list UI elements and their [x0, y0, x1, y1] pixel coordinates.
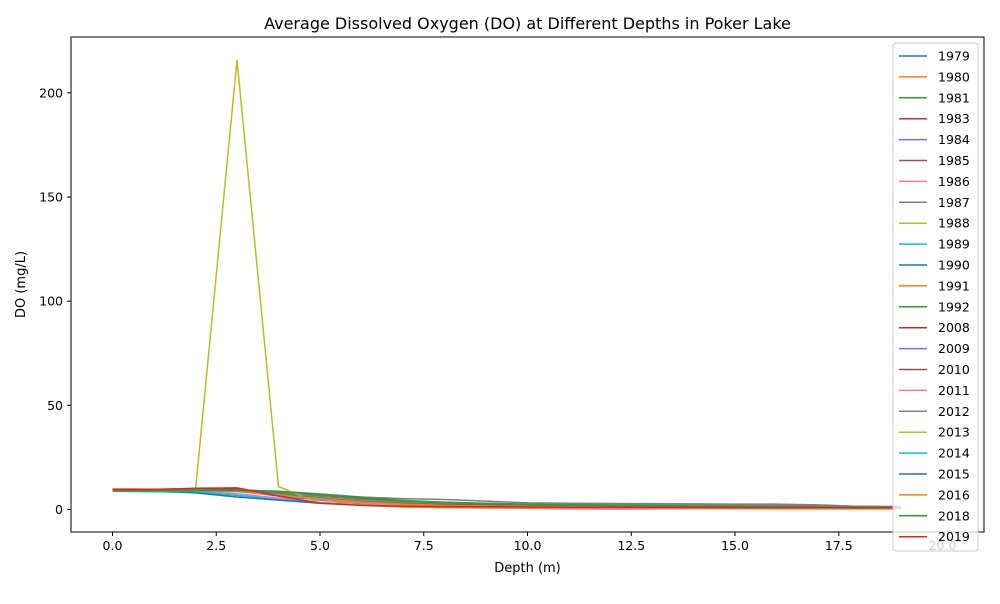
legend-label-2015: 2015: [938, 467, 970, 482]
x-tick-label: 5.0: [310, 538, 330, 553]
x-tick-label: 12.5: [617, 538, 645, 553]
legend-label-2012: 2012: [938, 404, 970, 419]
legend-label-2010: 2010: [938, 362, 970, 377]
legend-label-1981: 1981: [938, 90, 970, 105]
chart-title: Average Dissolved Oxygen (DO) at Differe…: [264, 14, 791, 33]
y-tick-label: 100: [39, 294, 63, 309]
y-axis-label: DO (mg/L): [14, 251, 29, 318]
legend-label-2011: 2011: [938, 383, 970, 398]
legend-label-1983: 1983: [938, 111, 970, 126]
legend-label-2016: 2016: [938, 487, 970, 502]
legend-label-1992: 1992: [938, 299, 970, 314]
x-tick-label: 7.5: [414, 538, 434, 553]
x-axis-label: Depth (m): [494, 561, 561, 576]
x-tick-label: 0.0: [103, 538, 123, 553]
y-tick-label: 200: [39, 85, 63, 100]
legend-label-1988: 1988: [938, 216, 970, 231]
legend-label-1991: 1991: [938, 278, 970, 293]
x-tick-label: 10.0: [514, 538, 542, 553]
series-line-2019: [112, 487, 901, 509]
series-line-2018: [112, 489, 902, 509]
plot-frame: [70, 36, 985, 533]
legend-label-1979: 1979: [938, 49, 970, 64]
legend-label-2018: 2018: [938, 508, 970, 523]
legend-label-2014: 2014: [938, 446, 970, 461]
y-tick-label: 50: [47, 398, 63, 413]
legend-label-2013: 2013: [938, 425, 970, 440]
series-lines: [112, 59, 902, 510]
legend-label-1984: 1984: [938, 132, 970, 147]
plot-area: [70, 36, 985, 533]
legend-label-1980: 1980: [938, 69, 970, 84]
legend-label-2009: 2009: [938, 341, 970, 356]
legend-label-1985: 1985: [938, 153, 970, 168]
legend-label-2008: 2008: [938, 320, 970, 335]
y-axis-ticks: 0 50 100 150 200: [39, 85, 71, 517]
y-tick-label: 150: [39, 190, 63, 205]
y-tick-label: 0: [55, 502, 63, 517]
legend: 1979 1980 1981 1983 1984 1985 1986 1987 1988 1989…: [892, 42, 979, 552]
legend-label-1987: 1987: [938, 195, 970, 210]
legend-label-1986: 1986: [938, 174, 970, 189]
legend-frame: [892, 42, 979, 552]
x-tick-label: 2.5: [206, 538, 226, 553]
x-tick-label: 15.0: [721, 538, 749, 553]
legend-label-2019: 2019: [938, 529, 970, 544]
legend-label-1990: 1990: [938, 258, 970, 273]
x-tick-label: 17.5: [825, 538, 853, 553]
legend-label-1989: 1989: [938, 237, 970, 252]
